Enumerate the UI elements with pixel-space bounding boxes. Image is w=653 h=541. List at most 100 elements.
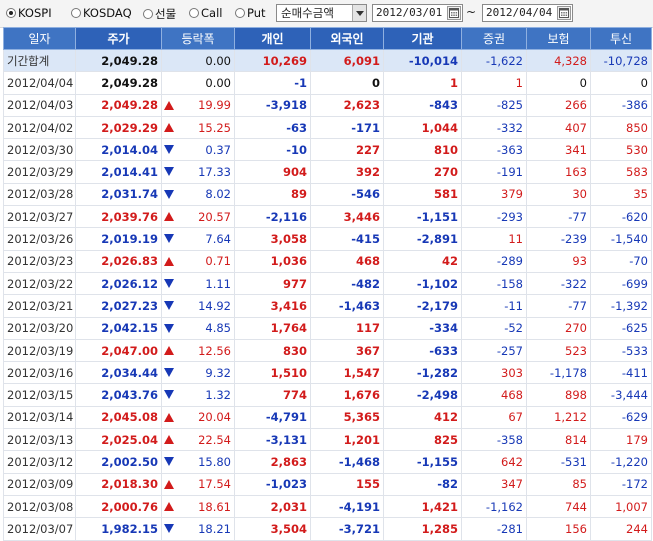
- table-row[interactable]: 2012/03/26 2,019.19 7.64 3,058 -415 -2,891 11 -…: [3, 227, 652, 251]
- cell-trust: 0: [590, 71, 652, 95]
- cell-price-value: 2,047.00: [101, 343, 158, 358]
- cell-securities: -289: [461, 249, 527, 273]
- table-row[interactable]: 2012/03/23 2,026.83 0.71 1,036 468 42 -289 93 -7…: [3, 249, 652, 273]
- column-header-trust[interactable]: 투신: [590, 27, 652, 50]
- column-header-change[interactable]: 등락폭: [161, 27, 235, 50]
- calendar-icon[interactable]: [557, 6, 571, 20]
- date-from-value: 2012/03/01: [376, 6, 443, 19]
- cell-foreign: -546: [310, 182, 384, 207]
- summary-price: 2,049.28: [75, 48, 162, 73]
- table-row[interactable]: 2012/03/09 2,018.30 17.54 -1,023 155 -82 347 85…: [3, 472, 652, 496]
- column-header-individual[interactable]: 개인: [234, 27, 311, 50]
- cell-price: 2,018.30: [75, 472, 162, 496]
- cell-securities-value: -358: [496, 432, 523, 447]
- table-row[interactable]: 2012/03/27 2,039.76 20.57 -2,116 3,446 -1,151…: [3, 205, 652, 229]
- cell-securities: -358: [461, 428, 527, 452]
- column-header-date[interactable]: 일자: [3, 27, 76, 50]
- column-header-foreign[interactable]: 외국인: [310, 27, 384, 50]
- radio-label: Call: [201, 6, 223, 20]
- table-row[interactable]: 2012/03/30 2,014.04 0.37 -10 227 810 -363 341 53…: [3, 138, 652, 162]
- cell-date: 2012/03/23: [3, 249, 76, 273]
- cell-foreign: 1,201: [310, 428, 384, 452]
- cell-foreign-value: 5,365: [343, 410, 380, 425]
- cell-insurance-value: -77: [568, 298, 587, 313]
- cell-institution: 1: [383, 71, 462, 95]
- table-row[interactable]: 2012/03/14 2,045.08 20.04 -4,791 5,365 412 67 1…: [3, 405, 652, 430]
- table-row[interactable]: 2012/03/13 2,025.04 22.54 -3,131 1,201 825 -35…: [3, 428, 652, 452]
- radio-kospi[interactable]: KOSPI: [6, 6, 52, 20]
- triangle-up-icon: [164, 412, 174, 422]
- cell-change-value: 15.25: [198, 120, 231, 135]
- table-row[interactable]: 2012/03/29 2,014.41 17.33 904 392 270 -191 163 5…: [3, 160, 652, 184]
- radio-call[interactable]: Call: [189, 6, 222, 20]
- cell-securities: 468: [461, 383, 527, 407]
- column-header-securities[interactable]: 증권: [461, 27, 527, 50]
- cell-insurance-value: 85: [572, 477, 587, 492]
- cell-securities-value: 11: [508, 232, 523, 247]
- table-row[interactable]: 2012/03/12 2,002.50 15.80 2,863 -1,468 -1,155…: [3, 450, 652, 474]
- cell-date-value: 2012/04/03: [7, 98, 74, 113]
- table-row[interactable]: 2012/03/28 2,031.74 8.02 89 -546 581 379 30 35: [3, 182, 652, 207]
- cell-foreign-value: 155: [355, 477, 380, 492]
- calendar-icon[interactable]: [447, 6, 461, 20]
- cell-securities-value: -158: [496, 276, 523, 291]
- cell-date: 2012/03/26: [3, 227, 76, 251]
- table-row[interactable]: 2012/03/15 2,043.76 1.32 774 1,676 -2,498 468 8…: [3, 383, 652, 407]
- table-row[interactable]: 2012/03/08 2,000.76 18.61 2,031 -4,191 1,421 -…: [3, 494, 652, 519]
- metric-select[interactable]: 순매수금액: [276, 4, 367, 22]
- column-header-institution[interactable]: 기관: [383, 27, 462, 50]
- summary-row[interactable]: 기간합계 2,049.28 0.00 10,269 6,091 -10,014 …: [3, 48, 652, 73]
- radio-futures[interactable]: 선물: [143, 6, 176, 22]
- date-to-field[interactable]: 2012/04/04: [482, 4, 573, 22]
- table-row[interactable]: 2012/03/19 2,047.00 12.56 830 367 -633 -257 523…: [3, 338, 652, 363]
- cell-foreign: 227: [310, 138, 384, 162]
- chevron-down-icon[interactable]: [352, 5, 366, 21]
- summary-label: 기간합계: [3, 48, 76, 73]
- table-row[interactable]: 2012/04/02 2,029.29 15.25 -63 -171 1,044 -332 4…: [3, 115, 652, 140]
- column-header-insurance[interactable]: 보험: [526, 27, 591, 50]
- cell-trust: 850: [590, 115, 652, 140]
- cell-institution: -2,891: [383, 227, 462, 251]
- radio-label: KOSPI: [18, 6, 52, 20]
- table-row[interactable]: 2012/03/22 2,026.12 1.11 977 -482 -1,102 -158 -…: [3, 271, 652, 296]
- cell-change: 17.54: [161, 472, 235, 496]
- cell-foreign: 2,623: [310, 93, 384, 117]
- radio-kosdaq[interactable]: KOSDAQ: [71, 6, 132, 20]
- cell-foreign: -3,721: [310, 517, 384, 541]
- cell-trust-value: 244: [626, 521, 648, 536]
- summary-trust: -10,728: [590, 48, 652, 73]
- table-row[interactable]: 2012/04/04 2,049.28 0.00 -1 0 1 1 0 0: [3, 71, 652, 95]
- table-row[interactable]: 2012/03/07 1,982.15 18.21 3,504 -3,721 1,285 -…: [3, 517, 652, 541]
- cell-individual-value: -3,918: [265, 98, 307, 113]
- cell-insurance: 407: [526, 115, 591, 140]
- cell-trust-value: -1,220: [610, 454, 648, 469]
- cell-foreign: -415: [310, 227, 384, 251]
- cell-change: 12.56: [161, 338, 235, 363]
- cell-institution: 810: [383, 138, 462, 162]
- triangle-down-icon: [164, 278, 174, 288]
- cell-securities: 67: [461, 405, 527, 430]
- cell-securities-value: 1: [515, 75, 523, 90]
- cell-securities: -281: [461, 517, 527, 541]
- metric-select-value: 순매수금액: [281, 6, 334, 20]
- date-from-field[interactable]: 2012/03/01: [372, 4, 463, 22]
- cell-price: 2,000.76: [75, 494, 162, 519]
- table-row[interactable]: 2012/03/16 2,034.44 9.32 1,510 1,547 -1,282 30…: [3, 361, 652, 385]
- table-row[interactable]: 2012/03/20 2,042.15 4.85 1,764 117 -334 -52 270…: [3, 316, 652, 340]
- cell-individual-value: 830: [282, 343, 307, 358]
- column-header-price[interactable]: 주가: [75, 27, 162, 50]
- radio-put[interactable]: Put: [235, 6, 266, 20]
- cell-individual-value: -1: [294, 75, 307, 90]
- cell-date: 2012/03/15: [3, 383, 76, 407]
- cell-institution: -1,151: [383, 205, 462, 229]
- cell-individual: -1,023: [234, 472, 311, 496]
- cell-individual-value: 1,036: [270, 254, 307, 269]
- cell-price: 2,039.76: [75, 205, 162, 229]
- cell-insurance-value: 407: [565, 120, 587, 135]
- cell-change: 0.71: [161, 249, 235, 273]
- cell-insurance-value: 270: [565, 321, 587, 336]
- table-row[interactable]: 2012/04/03 2,049.28 19.99 -3,918 2,623 -843 -8…: [3, 93, 652, 117]
- radio-label: KOSDAQ: [83, 6, 132, 20]
- cell-trust: -620: [590, 205, 652, 229]
- table-row[interactable]: 2012/03/21 2,027.23 14.92 3,416 -1,463 -2,179…: [3, 294, 652, 318]
